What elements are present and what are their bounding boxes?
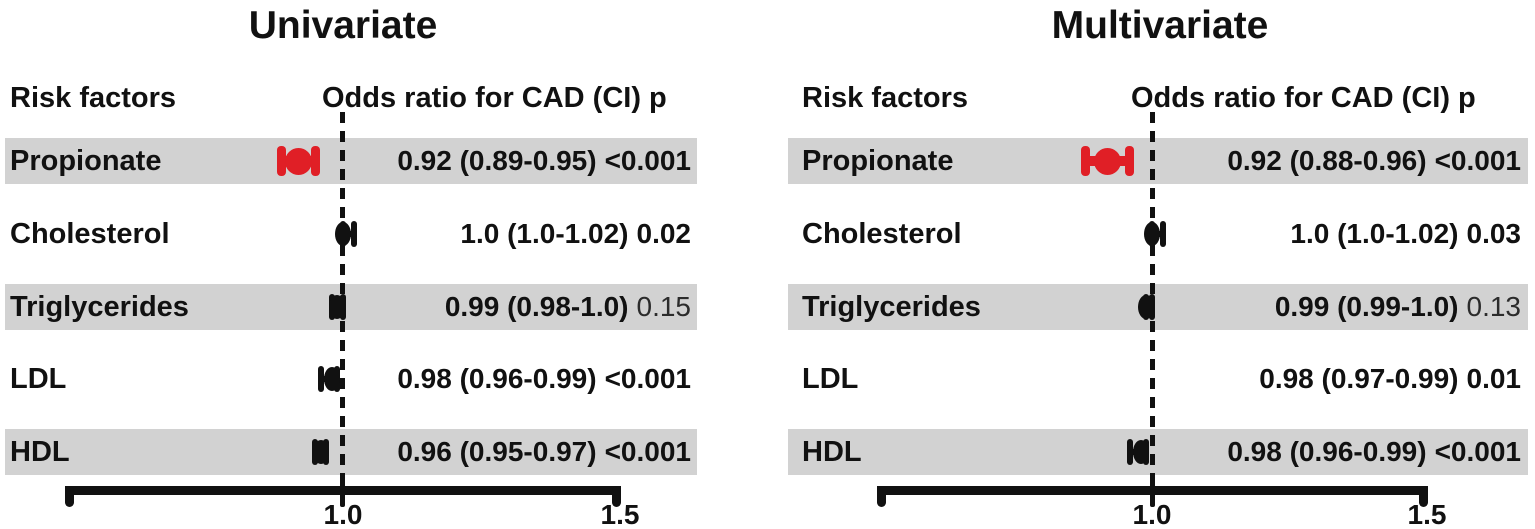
risk-factor-label: HDL	[10, 435, 70, 468]
ci-high-cap	[310, 146, 320, 176]
risk-factor-label: LDL	[802, 362, 859, 395]
odds-ratio-marker	[1138, 295, 1155, 319]
x-axis-endcap	[877, 486, 886, 507]
x-axis-endcap	[1419, 486, 1428, 507]
table-row: Triglycerides 0.99 (0.98-1.0) 0.15	[5, 284, 697, 330]
ci-low-cap	[1081, 146, 1091, 176]
risk-factor-label: Triglycerides	[10, 290, 189, 323]
odds-ratio-value: 1.0 (1.0-1.02) 0.02	[460, 218, 692, 249]
table-row: Cholesterol 1.0 (1.0-1.02) 0.03	[788, 211, 1528, 257]
x-axis-tick	[1150, 477, 1155, 507]
x-axis-endcap	[65, 486, 74, 507]
p-value: 0.01	[1466, 363, 1522, 394]
x-axis-tick	[340, 477, 345, 507]
table-row: LDL 0.98 (0.97-0.99) 0.01	[788, 356, 1528, 402]
panel-title-multivariate: Multivariate	[1051, 4, 1269, 47]
ci-low-cap	[317, 366, 324, 392]
column-header-risk-factors-left: Risk factors	[10, 82, 177, 114]
column-header-risk-factors-right: Risk factors	[802, 82, 969, 114]
p-value: <0.001	[1434, 436, 1521, 467]
p-value: 0.03	[1466, 218, 1522, 249]
column-header-odds-ratio-right: Odds ratio for CAD (CI) p	[1131, 82, 1476, 114]
column-header-odds-ratio-left: Odds ratio for CAD (CI) p	[322, 82, 667, 114]
risk-factor-label: LDL	[10, 362, 67, 395]
ci-low-cap	[1126, 439, 1133, 465]
odds-ratio-value: 0.92 (0.88-0.96) <0.001	[1227, 145, 1521, 176]
odds-ratio-marker	[329, 295, 346, 319]
risk-factor-label: HDL	[802, 435, 862, 468]
p-value: <0.001	[604, 363, 691, 394]
table-row: Propionate 0.92 (0.88-0.96) <0.001	[788, 138, 1528, 184]
risk-factor-label: Triglycerides	[802, 290, 981, 323]
odds-ratio-value: 0.92 (0.89-0.95) <0.001	[397, 145, 691, 176]
x-axis-endcap	[612, 486, 621, 507]
ci-low-cap	[277, 146, 287, 176]
panel-title-univariate: Univariate	[248, 4, 438, 47]
risk-factor-label: Cholesterol	[802, 217, 962, 250]
table-row: HDL 0.96 (0.95-0.97) <0.001	[5, 429, 697, 475]
odds-ratio-marker	[312, 440, 329, 464]
table-row: LDL 0.98 (0.96-0.99) <0.001	[5, 356, 697, 402]
ci-high-cap	[1125, 146, 1135, 176]
p-value: 0.15	[636, 291, 692, 322]
p-value: 0.13	[1466, 291, 1522, 322]
p-value: <0.001	[604, 436, 691, 467]
risk-factor-label: Cholesterol	[10, 217, 170, 250]
x-axis-tick-label: 1.0	[1132, 499, 1172, 529]
table-row: Triglycerides 0.99 (0.99-1.0) 0.13	[788, 284, 1528, 330]
odds-ratio-marker	[1094, 147, 1122, 175]
odds-ratio-marker	[285, 147, 313, 175]
risk-factor-label: Propionate	[10, 144, 162, 177]
x-axis-tick-label: 1.0	[323, 499, 363, 529]
ci-high-cap	[1160, 221, 1167, 247]
odds-ratio-marker	[323, 367, 340, 391]
p-value: <0.001	[604, 145, 691, 176]
p-value: 0.02	[636, 218, 692, 249]
odds-ratio-marker	[1132, 440, 1149, 464]
ci-high-cap	[351, 221, 358, 247]
p-value: <0.001	[1434, 145, 1521, 176]
x-axis-tick-label: 1.5	[600, 499, 640, 529]
table-row: HDL 0.98 (0.96-0.99) <0.001	[788, 429, 1528, 475]
odds-ratio-value: 0.98 (0.96-0.99) <0.001	[1227, 436, 1521, 467]
table-row: Propionate 0.92 (0.89-0.95) <0.001	[5, 138, 697, 184]
risk-factor-label: Propionate	[802, 144, 954, 177]
odds-ratio-value: 0.99 (0.99-1.0) 0.13	[1274, 291, 1522, 322]
odds-ratio-marker	[1144, 222, 1160, 246]
odds-ratio-marker	[335, 222, 351, 246]
odds-ratio-value: 0.98 (0.97-0.99) 0.01	[1259, 363, 1522, 394]
odds-ratio-value: 0.96 (0.95-0.97) <0.001	[397, 436, 691, 467]
x-axis-tick-label: 1.5	[1407, 499, 1447, 529]
table-row: Cholesterol 1.0 (1.0-1.02) 0.02	[5, 211, 697, 257]
odds-ratio-value: 0.99 (0.98-1.0) 0.15	[444, 291, 692, 322]
odds-ratio-value: 1.0 (1.0-1.02) 0.03	[1290, 218, 1522, 249]
odds-ratio-value: 0.98 (0.96-0.99) <0.001	[397, 363, 691, 394]
